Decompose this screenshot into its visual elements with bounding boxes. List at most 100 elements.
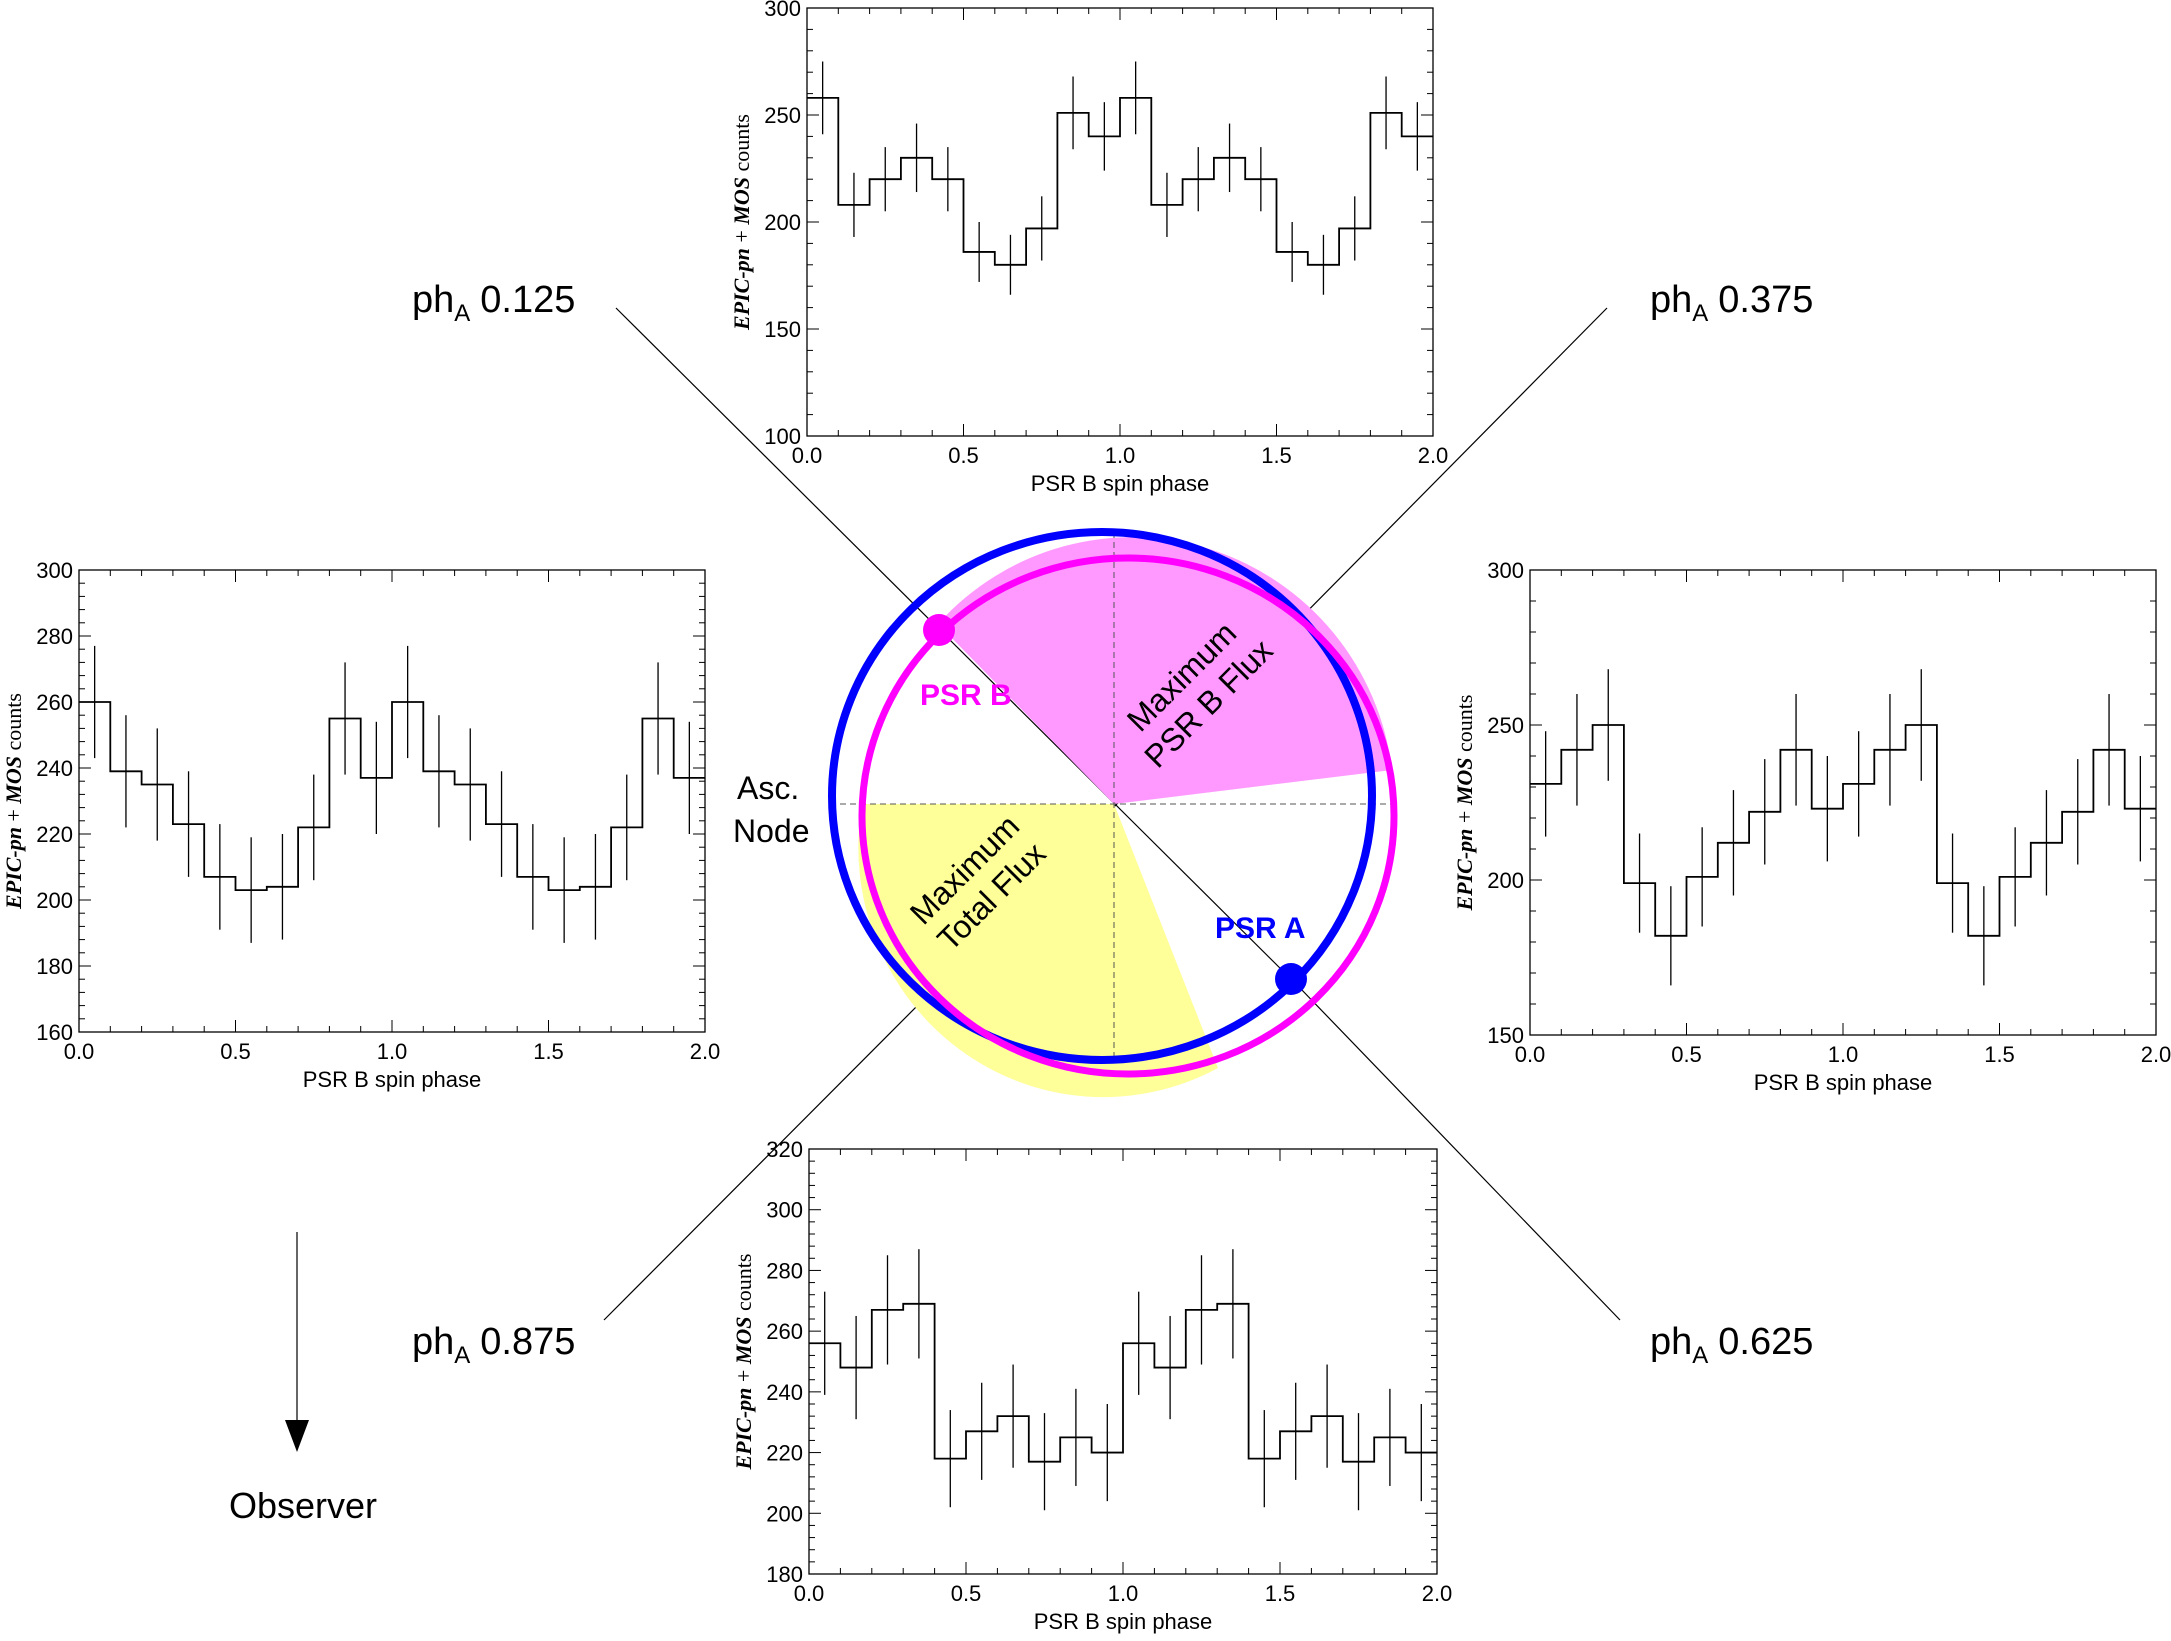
phase-prefix: ph <box>412 279 454 321</box>
y-axis-title: EPIC-pn + MOS counts <box>731 1254 756 1471</box>
y-tick-label: 180 <box>36 954 73 979</box>
y-axis-title-part: MOS <box>729 177 754 226</box>
x-tick-label: 0.0 <box>64 1039 95 1064</box>
phase-value: 0.875 <box>480 1321 575 1363</box>
y-tick-label: 260 <box>36 690 73 715</box>
x-tick-label: 1.0 <box>1828 1042 1859 1067</box>
y-axis-title-part: counts <box>731 1254 756 1317</box>
y-axis-title-part: EPIC-pn <box>731 1388 756 1471</box>
y-axis-title: EPIC-pn + MOS counts <box>1 693 26 910</box>
y-tick-label: 320 <box>766 1137 803 1162</box>
x-tick-label: 1.0 <box>1105 443 1136 468</box>
x-tick-label: 0.5 <box>951 1581 982 1606</box>
psr-a-label: PSR A <box>1215 912 1306 945</box>
phase-label-0375: phA 0.375 <box>1650 279 1813 327</box>
y-tick-label: 100 <box>764 424 801 449</box>
light-curve-bottom-panel: 0.0 0.5 1.0 1.5 2.0 180 200 220 240 260 280 300 320 P… <box>731 1137 1452 1634</box>
y-tick-label: 280 <box>766 1258 803 1283</box>
series-step-line <box>79 701 705 891</box>
phase-label-0125: phA 0.125 <box>412 279 575 327</box>
x-tick-label: 0.5 <box>220 1039 251 1064</box>
y-axis-title: EPIC-pn + MOS counts <box>1452 695 1477 912</box>
psr-a-marker <box>1275 963 1307 995</box>
y-tick-label: 180 <box>766 1562 803 1587</box>
x-tick-label: 2.0 <box>1418 443 1449 468</box>
connector-ph-0125 <box>615 307 1301 989</box>
y-tick-label: 240 <box>36 756 73 781</box>
psr-b-marker <box>923 614 955 646</box>
light-curve-top-panel: 0.0 0.5 1.0 1.5 2.0 100 150 200 250 300 PSR B spin… <box>729 0 1448 496</box>
y-axis-title-part: EPIC-pn <box>1 827 26 910</box>
phase-prefix: ph <box>412 1321 454 1363</box>
series-step-line <box>1530 724 2156 937</box>
y-tick-label: 220 <box>766 1441 803 1466</box>
x-tick-label: 0.0 <box>794 1581 825 1606</box>
y-tick-label: 200 <box>36 888 73 913</box>
asc-node-line2: Node <box>733 813 810 849</box>
y-axis-title-part: counts <box>1 693 26 756</box>
y-axis-title-part: + <box>731 1364 756 1387</box>
x-axis-title: PSR B spin phase <box>303 1067 482 1092</box>
y-axis-title: EPIC-pn + MOS counts <box>729 114 754 331</box>
x-tick-label: 1.5 <box>1261 443 1292 468</box>
y-tick-label: 220 <box>36 822 73 847</box>
plot-frame <box>806 7 1434 437</box>
y-tick-label: 280 <box>36 624 73 649</box>
phase-value: 0.125 <box>480 279 575 321</box>
y-axis-title-part: MOS <box>1452 757 1477 806</box>
y-axis-title-part: + <box>729 225 754 248</box>
phase-label-0875: phA 0.875 <box>412 1321 575 1369</box>
y-tick-label: 300 <box>766 1198 803 1223</box>
asc-node-line1: Asc. <box>737 770 799 806</box>
x-tick-label: 1.5 <box>533 1039 564 1064</box>
phase-sub: A <box>454 300 470 327</box>
x-tick-label: 2.0 <box>690 1039 721 1064</box>
y-axis-title-part: MOS <box>1 756 26 805</box>
observer-arrow-head-icon <box>285 1420 309 1452</box>
phase-sub: A <box>1692 300 1708 327</box>
y-axis-title-part: EPIC-pn <box>729 248 754 331</box>
y-tick-label: 260 <box>766 1319 803 1344</box>
y-axis-title-part: counts <box>729 114 754 177</box>
y-tick-label: 150 <box>1487 1023 1524 1048</box>
total-flux-sector <box>858 804 1218 1098</box>
phase-sub: A <box>1692 1342 1708 1369</box>
y-axis-title-part: + <box>1 804 26 827</box>
x-tick-label: 2.0 <box>2141 1042 2171 1067</box>
orbit-diagram: PSR B PSR A Maximum PSR B Flux Maximum T… <box>733 528 1398 1098</box>
phase-value: 0.375 <box>1718 279 1813 321</box>
phase-sub: A <box>454 1342 470 1369</box>
y-tick-label: 300 <box>764 0 801 21</box>
x-tick-label: 1.5 <box>1265 1581 1296 1606</box>
x-tick-label: 0.5 <box>1671 1042 1702 1067</box>
phase-value: 0.625 <box>1718 1321 1813 1363</box>
y-tick-label: 300 <box>1487 558 1524 583</box>
y-tick-label: 150 <box>764 317 801 342</box>
x-tick-label: 1.5 <box>1984 1042 2015 1067</box>
x-tick-label: 1.0 <box>377 1039 408 1064</box>
y-tick-label: 200 <box>1487 868 1524 893</box>
x-tick-label: 1.0 <box>1108 1581 1139 1606</box>
phase-prefix: ph <box>1650 1321 1692 1363</box>
psr-b-orbit <box>858 554 1398 1078</box>
y-tick-label: 200 <box>766 1501 803 1526</box>
y-tick-label: 240 <box>766 1380 803 1405</box>
series-step-line <box>807 96 1433 266</box>
y-axis-title-part: MOS <box>731 1316 756 1365</box>
x-tick-label: 2.0 <box>1422 1581 1453 1606</box>
psr-b-label: PSR B <box>920 679 1012 712</box>
y-axis-title-part: EPIC-pn <box>1452 829 1477 912</box>
phase-label-0625: phA 0.625 <box>1650 1321 1813 1369</box>
connector-ph-0875 <box>603 987 936 1321</box>
y-tick-label: 200 <box>764 210 801 235</box>
psr-a-orbit <box>828 528 1376 1064</box>
observer-arrow: Observer <box>229 1232 377 1526</box>
phase-prefix: ph <box>1650 279 1692 321</box>
x-axis-title: PSR B spin phase <box>1754 1070 1933 1095</box>
series-step-line <box>809 1302 1437 1463</box>
light-curve-right-panel: 0.0 0.5 1.0 1.5 2.0 150 200 250 300 PSR B spin ph… <box>1452 558 2171 1095</box>
